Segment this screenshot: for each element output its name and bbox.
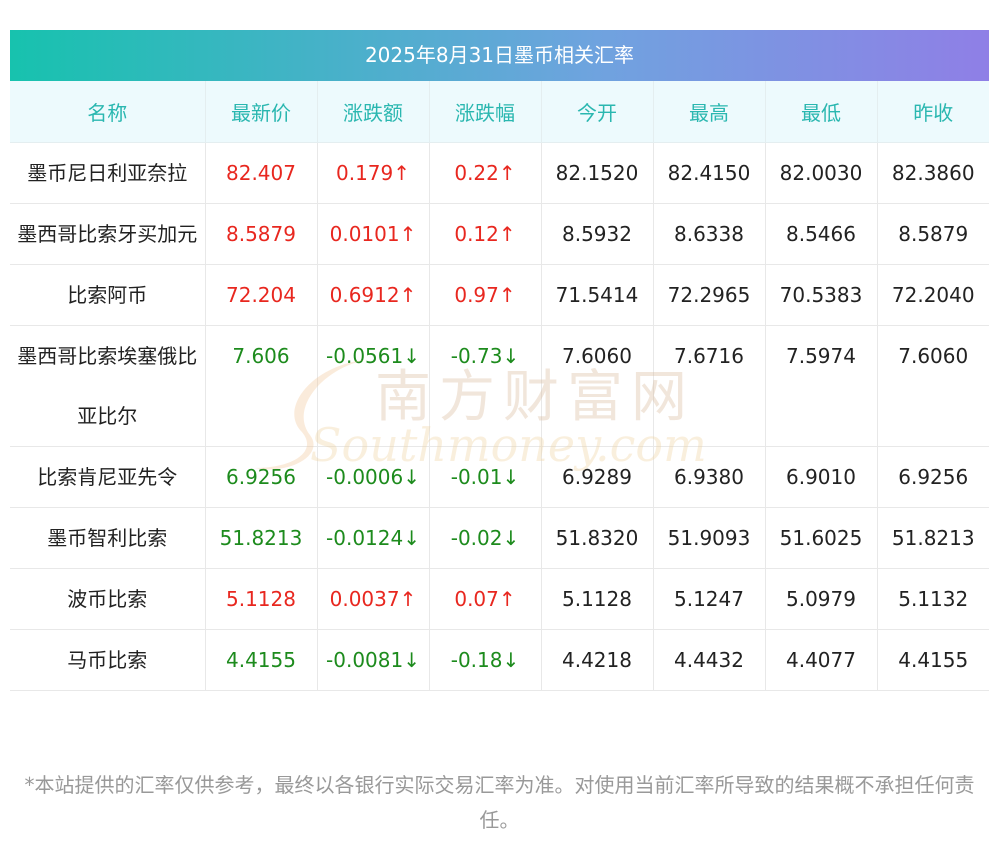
cell-latest: 5.1128 [205,568,318,630]
cell-high: 5.1247 [653,568,766,630]
cell-pct: -0.02↓ [429,507,542,569]
header-change: 涨跌额 [317,81,430,143]
disclaimer-note: *本站提供的汇率仅供参考，最终以各银行实际交易汇率为准。对使用当前汇率所导致的结… [24,773,975,832]
cell-pct: 0.07↑ [429,568,542,630]
cell-high: 82.4150 [653,142,766,204]
cell-latest: 6.9256 [205,446,318,508]
cell-latest: 72.204 [205,264,318,326]
table-row: 波币比索 5.1128 0.0037↑ 0.07↑ 5.1128 5.1247 5.0979… [10,568,989,630]
currency-pair-name: 波币比索 [10,568,206,630]
table-row: 比索阿币 72.204 0.6912↑ 0.97↑ 71.5414 72.2965 70.5… [10,264,989,326]
header-name: 名称 [10,81,206,143]
currency-pair-name: 比索肯尼亚先令 [10,446,206,508]
cell-latest: 51.8213 [205,507,318,569]
cell-high: 72.2965 [653,264,766,326]
cell-high: 6.9380 [653,446,766,508]
cell-high: 7.6716 [653,325,766,447]
header-low: 最低 [765,81,878,143]
currency-pair-name: 马币比索 [10,629,206,691]
currency-pair-name: 墨西哥比索牙买加元 [10,203,206,265]
cell-low: 51.6025 [765,507,878,569]
cell-high: 51.9093 [653,507,766,569]
cell-change: -0.0561↓ [317,325,430,447]
cell-prev: 8.5879 [877,203,989,265]
cell-open: 6.9289 [541,446,654,508]
cell-pct: 0.97↑ [429,264,542,326]
cell-prev: 4.4155 [877,629,989,691]
table-row: 比索肯尼亚先令 6.9256 -0.0006↓ -0.01↓ 6.9289 6.9380 6… [10,446,989,508]
currency-pair-name: 墨币智利比索 [10,507,206,569]
table-header-row: 名称 最新价 涨跌额 涨跌幅 今开 最高 最低 昨收 [10,81,989,143]
table-row: 墨西哥比索埃塞俄比亚比尔 7.606 -0.0561↓ -0.73↓ 7.6060 7.6… [10,325,989,447]
cell-change: -0.0006↓ [317,446,430,508]
cell-prev: 82.3860 [877,142,989,204]
cell-low: 7.5974 [765,325,878,447]
cell-open: 4.4218 [541,629,654,691]
cell-low: 70.5383 [765,264,878,326]
table-title: 2025年8月31日墨币相关汇率 [10,30,989,81]
cell-pct: -0.73↓ [429,325,542,447]
cell-open: 5.1128 [541,568,654,630]
cell-change: -0.0081↓ [317,629,430,691]
cell-latest: 8.5879 [205,203,318,265]
cell-pct: -0.01↓ [429,446,542,508]
currency-pair-name: 比索阿币 [10,264,206,326]
cell-pct: 0.12↑ [429,203,542,265]
cell-latest: 4.4155 [205,629,318,691]
cell-prev: 7.6060 [877,325,989,447]
cell-change: 0.6912↑ [317,264,430,326]
table-row: 墨币智利比索 51.8213 -0.0124↓ -0.02↓ 51.8320 51.909… [10,507,989,569]
table-row: 马币比索 4.4155 -0.0081↓ -0.18↓ 4.4218 4.4432 4.40… [10,629,989,691]
currency-pair-name: 墨币尼日利亚奈拉 [10,142,206,204]
cell-open: 82.1520 [541,142,654,204]
header-pct: 涨跌幅 [429,81,542,143]
rate-table-container: 2025年8月31日墨币相关汇率 名称 最新价 涨跌额 涨跌幅 今开 最高 最低… [10,30,989,691]
table-row: 墨西哥比索牙买加元 8.5879 0.0101↑ 0.12↑ 8.5932 8.6338 8… [10,203,989,265]
cell-pct: -0.18↓ [429,629,542,691]
cell-prev: 51.8213 [877,507,989,569]
currency-pair-name: 墨西哥比索埃塞俄比亚比尔 [10,325,206,447]
cell-prev: 5.1132 [877,568,989,630]
cell-low: 82.0030 [765,142,878,204]
cell-low: 5.0979 [765,568,878,630]
cell-change: -0.0124↓ [317,507,430,569]
cell-low: 6.9010 [765,446,878,508]
cell-high: 8.6338 [653,203,766,265]
cell-high: 4.4432 [653,629,766,691]
cell-low: 4.4077 [765,629,878,691]
cell-open: 71.5414 [541,264,654,326]
header-high: 最高 [653,81,766,143]
cell-change: 0.0037↑ [317,568,430,630]
header-open: 今开 [541,81,654,143]
cell-open: 8.5932 [541,203,654,265]
cell-latest: 7.606 [205,325,318,447]
cell-prev: 6.9256 [877,446,989,508]
cell-low: 8.5466 [765,203,878,265]
cell-prev: 72.2040 [877,264,989,326]
cell-change: 0.179↑ [317,142,430,204]
table-row: 墨币尼日利亚奈拉 82.407 0.179↑ 0.22↑ 82.1520 82.4150 8… [10,142,989,204]
cell-open: 51.8320 [541,507,654,569]
cell-pct: 0.22↑ [429,142,542,204]
cell-open: 7.6060 [541,325,654,447]
cell-latest: 82.407 [205,142,318,204]
rate-table: 名称 最新价 涨跌额 涨跌幅 今开 最高 最低 昨收 墨币尼日利亚奈拉 82.40… [10,81,989,691]
cell-change: 0.0101↑ [317,203,430,265]
header-latest: 最新价 [205,81,318,143]
header-prev: 昨收 [877,81,989,143]
